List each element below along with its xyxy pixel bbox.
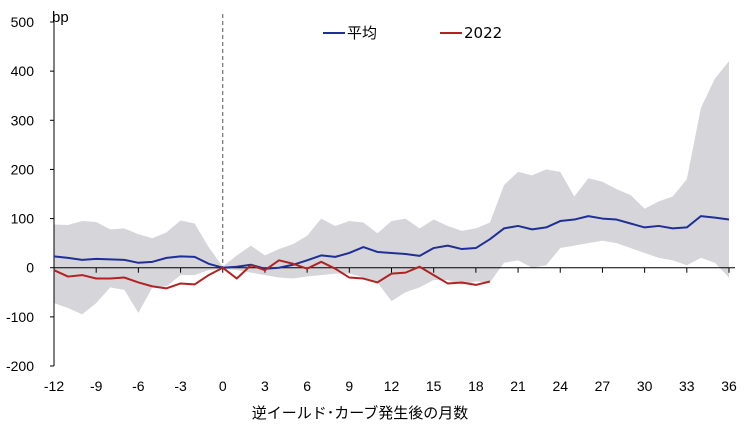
series-layer — [53, 215, 730, 290]
x-tick-label: 21 — [510, 378, 526, 394]
x-tick-label: 18 — [468, 378, 484, 394]
x-tick-label: 30 — [637, 378, 653, 394]
range-band — [54, 61, 729, 315]
y-tick-label: 100 — [11, 211, 35, 227]
x-axis-label: 逆イールド･カーブ発生後の月数 — [252, 404, 469, 422]
x-tick-label: -9 — [90, 378, 103, 394]
x-tick-label: 9 — [345, 378, 353, 394]
x-tick-label: -3 — [174, 378, 187, 394]
legend: 平均 2022 — [323, 24, 502, 42]
x-tick-label: 27 — [595, 378, 611, 394]
x-tick-label: 3 — [261, 378, 269, 394]
range-band-layer — [54, 61, 729, 315]
x-tick-label: 12 — [384, 378, 400, 394]
x-tick-label: 15 — [426, 378, 442, 394]
series-line-y2022 — [53, 259, 491, 290]
x-tick-label: 33 — [679, 378, 695, 394]
y-tick-label: 300 — [11, 112, 35, 128]
x-tick-labels: -12 -9 -6 -3 0 3 6 9 12 15 18 21 24 27 30 33 36 — [44, 378, 737, 394]
x-tick-label: 36 — [721, 378, 737, 394]
legend-avg-label: 平均 — [347, 24, 377, 42]
legend-2022-label: 2022 — [464, 24, 502, 42]
y-tick-label: 400 — [11, 63, 35, 79]
x-tick-label: -12 — [44, 378, 64, 394]
x-tick-label: 0 — [219, 378, 227, 394]
y-tick-label: 500 — [11, 14, 35, 30]
y-unit-label: bp — [52, 9, 69, 26]
y-tick-labels: 500 400 300 200 100 0 -100 -200 — [6, 14, 34, 374]
y-tick-label: -100 — [6, 309, 34, 325]
axis-layer — [50, 14, 735, 367]
x-tick-label: 6 — [303, 378, 311, 394]
y-tick-label: 200 — [11, 161, 35, 177]
x-tick-label: -6 — [132, 378, 145, 394]
y-tick-label: 0 — [26, 260, 34, 276]
x-tick-label: 24 — [552, 378, 568, 394]
series-line-avg — [53, 215, 730, 270]
y-tick-label: -200 — [6, 358, 34, 374]
